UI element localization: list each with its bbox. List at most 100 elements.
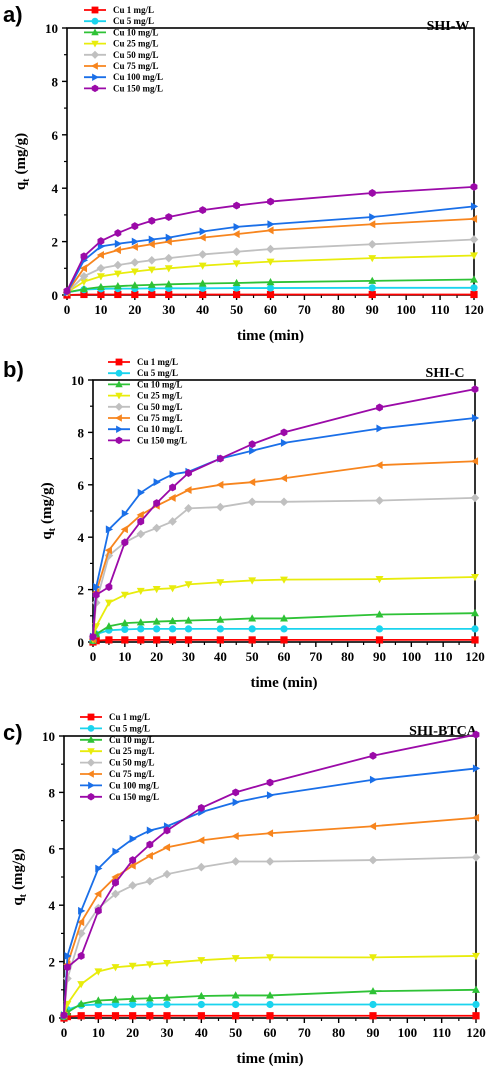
data-point xyxy=(369,954,377,962)
data-point xyxy=(266,778,274,787)
data-point xyxy=(232,230,240,239)
y-tick-label: 4 xyxy=(52,181,59,196)
legend-label: Cu 25 mg/L xyxy=(137,391,183,401)
data-point xyxy=(184,581,193,589)
data-point xyxy=(471,813,480,822)
legend-label: Cu 150 mg/L xyxy=(137,435,187,445)
data-point xyxy=(147,280,156,288)
legend-marker xyxy=(87,713,95,721)
data-point xyxy=(231,991,240,999)
data-point xyxy=(216,636,224,644)
data-point xyxy=(104,599,113,607)
series-6 xyxy=(59,813,480,1020)
data-point xyxy=(94,906,102,915)
y-tick-label: 8 xyxy=(78,425,85,440)
x-axis-title: time (min) xyxy=(250,675,317,691)
series-line xyxy=(92,417,476,637)
data-point xyxy=(266,284,275,292)
data-point xyxy=(369,751,377,760)
legend-marker xyxy=(86,758,96,767)
series-5 xyxy=(59,852,481,1020)
data-point xyxy=(94,996,103,1004)
legend-label: Cu 150 mg/L xyxy=(113,83,163,93)
y-tick-label: 0 xyxy=(78,635,85,650)
data-point xyxy=(163,993,171,1001)
legend-marker xyxy=(115,369,123,377)
series-4 xyxy=(89,573,479,644)
data-point xyxy=(168,636,177,644)
data-point xyxy=(128,962,137,970)
data-point xyxy=(216,480,224,489)
data-point xyxy=(267,220,275,229)
data-point xyxy=(232,290,241,299)
legend-marker xyxy=(91,17,99,25)
legend-marker xyxy=(115,380,123,388)
y-axis-title: qt (mg/g) xyxy=(10,848,29,905)
data-point xyxy=(163,1000,171,1009)
data-point xyxy=(112,878,119,887)
series-7 xyxy=(89,414,480,641)
x-tick-label: 20 xyxy=(126,1025,139,1040)
y-tick-label: 8 xyxy=(52,74,59,89)
y-tick-label: 4 xyxy=(78,530,85,545)
data-point xyxy=(266,258,275,266)
data-point xyxy=(375,636,384,644)
x-tick-label: 80 xyxy=(332,1025,345,1040)
data-point xyxy=(197,991,206,1000)
data-point xyxy=(145,851,153,860)
data-point xyxy=(63,287,71,295)
data-point xyxy=(249,446,257,455)
data-point xyxy=(136,510,144,519)
data-point xyxy=(93,583,101,591)
data-point xyxy=(266,954,274,962)
data-point xyxy=(197,862,206,872)
data-point xyxy=(146,1000,154,1009)
data-point xyxy=(77,952,85,960)
data-point xyxy=(199,206,207,215)
legend-label: Cu 1 mg/L xyxy=(109,712,150,722)
data-point xyxy=(266,226,274,235)
data-point xyxy=(267,197,274,206)
data-point xyxy=(368,822,377,831)
y-axis-subscript: t xyxy=(21,178,32,182)
data-point xyxy=(375,625,384,633)
data-point xyxy=(280,625,288,633)
data-point xyxy=(164,253,174,263)
data-point xyxy=(471,636,479,644)
x-axis-title: time (min) xyxy=(236,1051,303,1067)
data-point xyxy=(368,189,376,197)
data-point xyxy=(136,587,145,596)
y-axis-subscript: t xyxy=(18,893,29,897)
y-axis-unit: (mg/g) xyxy=(13,133,29,175)
data-point xyxy=(152,523,161,533)
x-tick-label: 100 xyxy=(402,649,422,664)
data-point xyxy=(114,290,122,299)
data-point xyxy=(111,995,120,1003)
legend-label: Cu 75 mg/L xyxy=(137,413,183,423)
data-point xyxy=(164,280,173,288)
legend-label: Cu 150 mg/L xyxy=(109,792,159,802)
data-point xyxy=(120,591,129,599)
y-tick-label: 6 xyxy=(49,842,56,857)
data-point xyxy=(232,247,241,257)
data-point xyxy=(280,428,288,437)
x-tick-label: 10 xyxy=(92,1025,105,1040)
y-tick-label: 10 xyxy=(71,373,84,388)
data-point xyxy=(199,227,207,236)
legend-label: Cu 1 mg/L xyxy=(137,357,178,367)
legend-marker xyxy=(87,793,95,801)
data-point xyxy=(232,260,241,268)
panel-letter: c) xyxy=(3,720,23,745)
data-point xyxy=(232,284,241,292)
y-tick-label: 2 xyxy=(78,583,85,598)
data-point xyxy=(470,457,479,466)
y-axis-title: qt (mg/g) xyxy=(39,482,58,539)
legend-label: Cu 50 mg/L xyxy=(109,758,155,768)
legend-label: Cu 5 mg/L xyxy=(137,368,178,378)
data-point xyxy=(80,290,88,299)
data-point xyxy=(248,440,256,449)
data-point xyxy=(153,636,161,644)
data-point xyxy=(369,1012,377,1020)
data-point xyxy=(97,290,105,299)
y-tick-label: 0 xyxy=(49,1011,56,1026)
